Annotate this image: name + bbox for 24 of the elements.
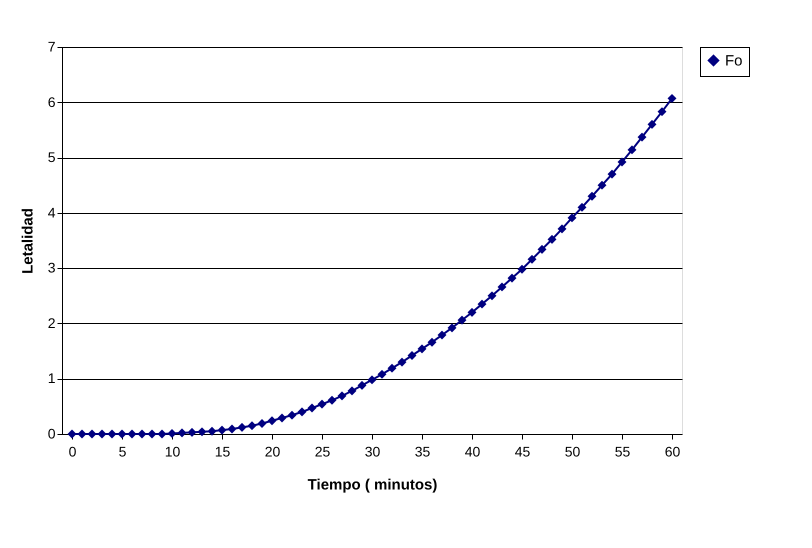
y-tick-label: 6 — [48, 94, 56, 110]
y-tick-label: 4 — [48, 204, 56, 220]
y-tick-label: 2 — [48, 314, 56, 331]
x-tick-label: 0 — [68, 444, 77, 460]
x-tick-label: 50 — [564, 444, 580, 460]
x-tick-label: 10 — [164, 444, 180, 460]
x-tick-label: 45 — [514, 444, 530, 460]
x-tick-label: 30 — [364, 444, 380, 460]
y-tick-label: 0 — [48, 426, 56, 442]
y-tick-label: 1 — [48, 370, 56, 386]
y-tick-label: 3 — [48, 260, 56, 276]
x-tick-label: 60 — [664, 444, 680, 460]
x-axis-title: Tiempo ( minutos) — [308, 476, 438, 494]
x-tick-label: 5 — [118, 444, 127, 460]
y-axis-title: Letalidad — [20, 208, 37, 274]
y-tick-label: 7 — [48, 38, 56, 54]
x-tick-label: 15 — [214, 444, 230, 460]
x-tick-label: 20 — [264, 444, 280, 460]
x-tick-label: 25 — [314, 444, 330, 460]
legend-label: Fo — [725, 52, 743, 70]
x-tick-label: 40 — [464, 444, 480, 460]
x-tick-label: 55 — [614, 444, 630, 460]
y-tick-label: 5 — [48, 149, 56, 166]
x-tick-label: 35 — [414, 444, 430, 460]
